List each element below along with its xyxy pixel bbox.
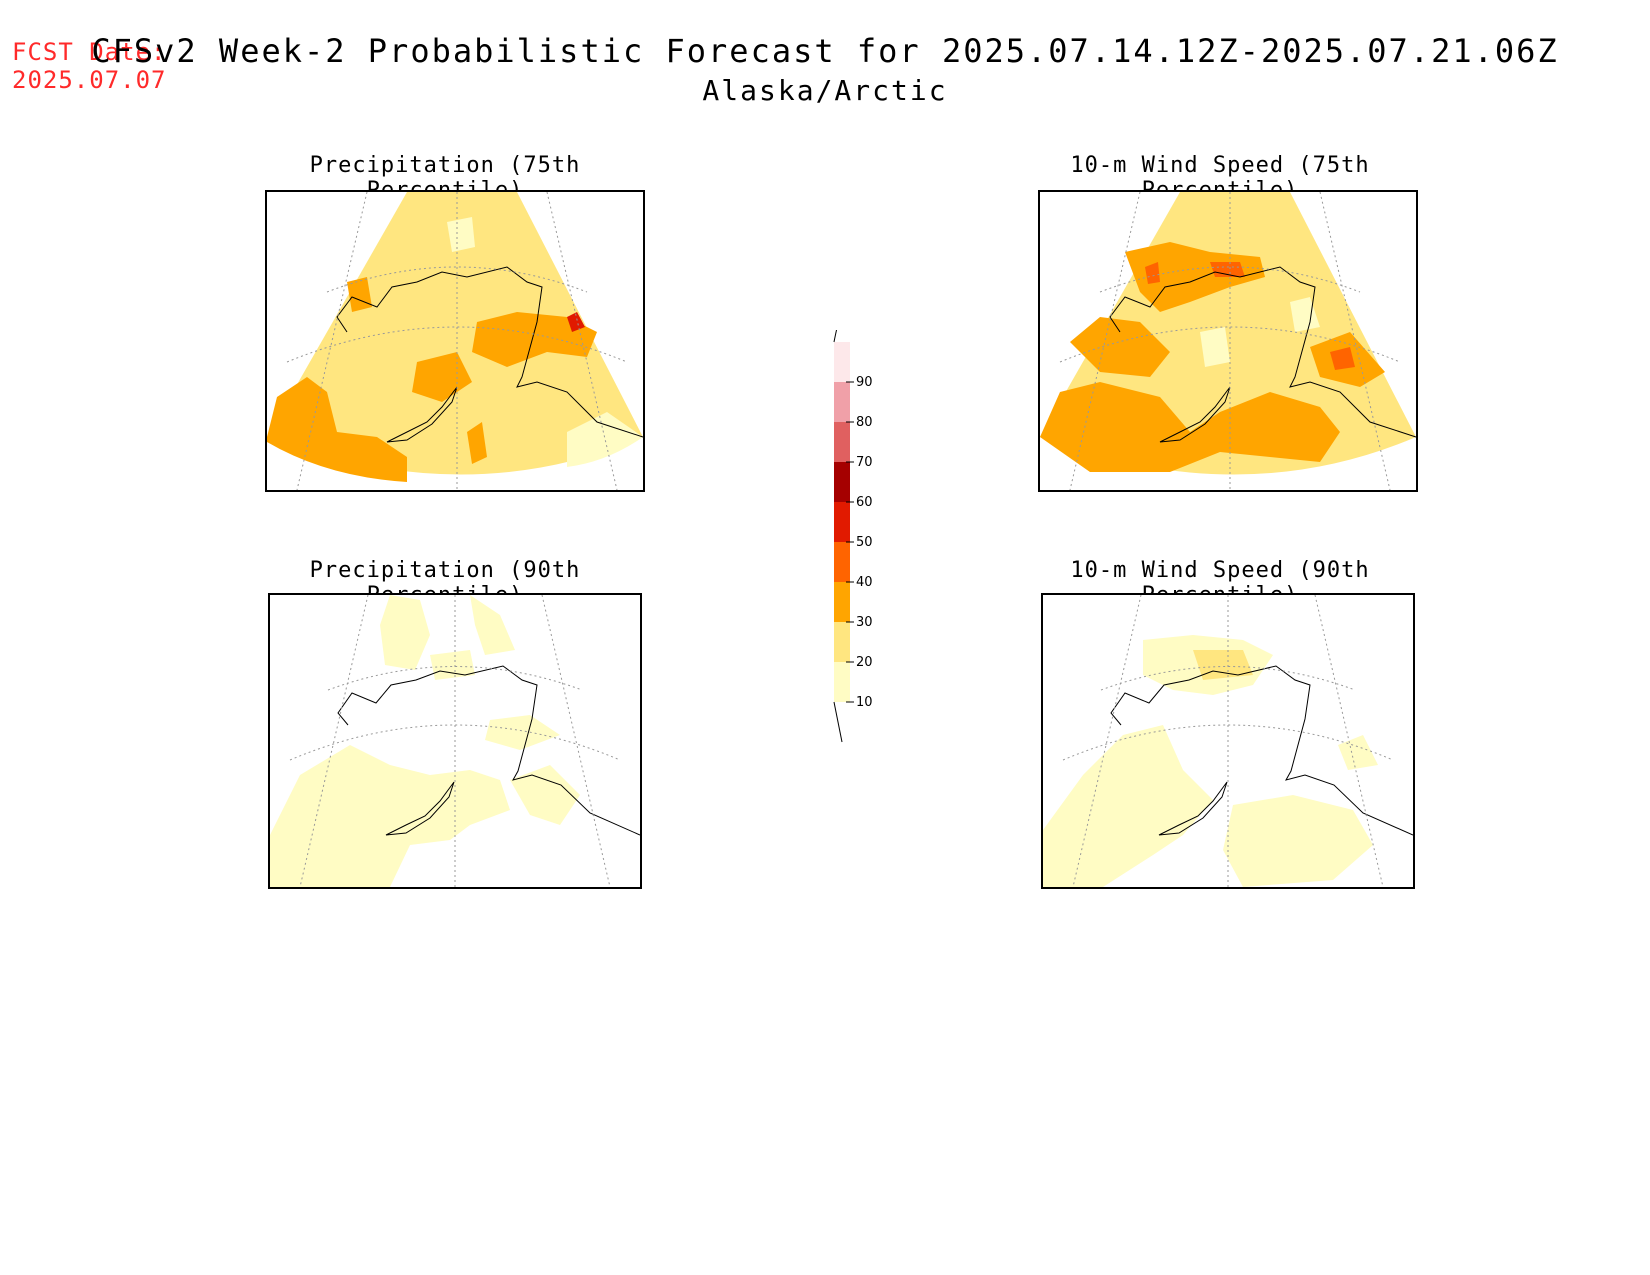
shade-area <box>567 312 585 332</box>
map-panel-wind-75 <box>1038 190 1418 492</box>
graticule <box>286 192 628 490</box>
colorbar-label: 50 <box>856 535 873 550</box>
map-precip-75 <box>267 192 643 490</box>
colorbar-swatch <box>834 342 850 382</box>
graticule <box>289 595 621 887</box>
shade-area <box>1330 347 1355 370</box>
fcst-date-label: FCST Date: <box>12 38 167 66</box>
graticule <box>1062 595 1394 887</box>
shade-area <box>472 312 597 367</box>
colorbar-label: 80 <box>856 415 873 430</box>
colorbar-swatch <box>834 422 850 462</box>
page-subtitle: Alaska/Arctic <box>702 74 948 107</box>
map-wind-75 <box>1040 192 1416 490</box>
map-precip-90 <box>270 595 640 887</box>
colorbar-bottom-tip <box>833 701 843 743</box>
colorbar-label: 90 <box>856 375 873 390</box>
colorbar-label: 20 <box>856 655 873 670</box>
shade-area <box>267 377 407 482</box>
colorbar-label: 10 <box>856 695 873 710</box>
colorbar-swatch <box>834 662 850 702</box>
shade-area <box>567 412 643 467</box>
forecast-region <box>267 192 643 475</box>
shade-area <box>1070 317 1170 377</box>
coastline <box>337 665 640 836</box>
colorbar: 10 20 30 40 50 60 70 80 90 <box>820 306 880 754</box>
shade-area <box>510 765 580 825</box>
shade-area <box>1040 382 1340 472</box>
shade-area <box>1145 262 1160 284</box>
shade-area <box>430 650 475 680</box>
coastline <box>1110 665 1413 836</box>
map-wind-90 <box>1043 595 1413 887</box>
colorbar-svg: 10 20 30 40 50 60 70 80 90 <box>833 306 873 743</box>
colorbar-swatch <box>834 622 850 662</box>
colorbar-swatch <box>834 382 850 422</box>
page-title-block: CFSv2 Week-2 Probabilistic Forecast for … <box>0 32 1650 107</box>
colorbar-label: 40 <box>856 575 873 590</box>
graticule <box>1059 192 1401 490</box>
shade-area <box>1223 795 1373 887</box>
shade-area <box>380 595 430 670</box>
shade-area <box>347 277 372 312</box>
colorbar-label: 70 <box>856 455 873 470</box>
shade-area <box>470 595 515 655</box>
colorbar-top-tip <box>833 306 843 343</box>
shade-area <box>1200 327 1230 367</box>
fcst-date-value: 2025.07.07 <box>12 66 167 94</box>
shade-area <box>1338 735 1378 770</box>
shade-area <box>412 352 472 402</box>
page-title: CFSv2 Week-2 Probabilistic Forecast for … <box>91 32 1559 70</box>
colorbar-swatch <box>834 462 850 502</box>
colorbar-label: 30 <box>856 615 873 630</box>
shade-area <box>447 217 475 252</box>
shade-area <box>467 422 487 464</box>
shade-area <box>485 715 560 750</box>
shade-area <box>270 745 510 887</box>
coastline <box>1158 781 1228 836</box>
coastline <box>1109 266 1416 438</box>
map-panel-precip-75 <box>265 190 645 492</box>
coastline <box>336 266 643 438</box>
shade-area <box>1043 725 1213 887</box>
colorbar-swatch <box>834 502 850 542</box>
colorbar-swatch <box>834 582 850 622</box>
map-panel-wind-90 <box>1041 593 1415 889</box>
fcst-date: FCST Date: 2025.07.07 <box>12 38 167 94</box>
coastline <box>385 781 455 836</box>
colorbar-label: 60 <box>856 495 873 510</box>
colorbar-swatch <box>834 542 850 582</box>
map-panel-precip-90 <box>268 593 642 889</box>
